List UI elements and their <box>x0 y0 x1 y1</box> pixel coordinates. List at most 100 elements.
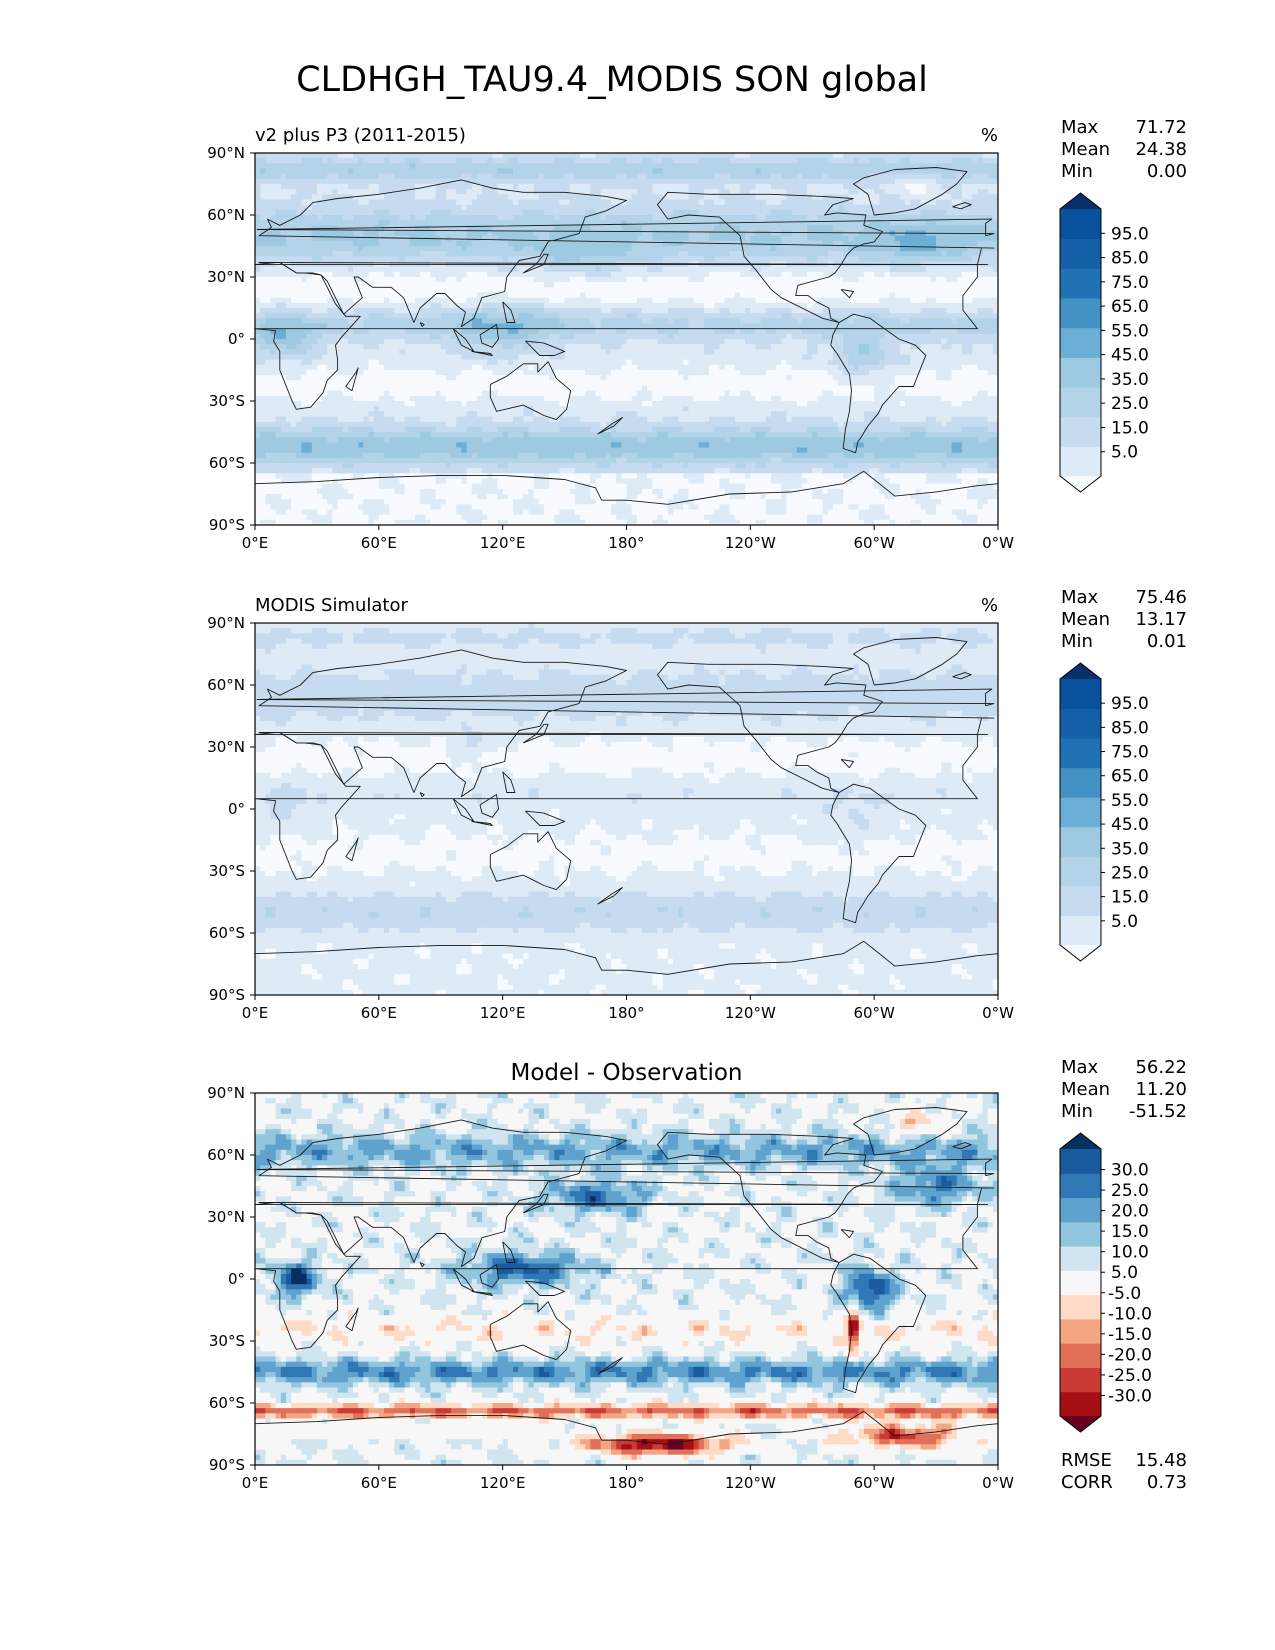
grid-cell <box>740 323 746 330</box>
grid-cell <box>580 318 586 325</box>
grid-cell <box>714 209 720 216</box>
grid-cell <box>543 173 550 180</box>
grid-cell <box>363 271 370 278</box>
grid-cell <box>951 173 958 180</box>
grid-cell <box>807 209 813 216</box>
grid-cell <box>600 308 607 314</box>
grid-cell <box>626 287 633 294</box>
grid-cell <box>734 292 741 299</box>
grid-cell <box>347 251 354 257</box>
grid-cell <box>466 194 473 201</box>
grid-cell <box>807 204 813 211</box>
grid-cell <box>466 173 473 180</box>
grid-cell <box>471 328 478 335</box>
grid-cell <box>755 271 762 278</box>
grid-cell <box>285 199 292 206</box>
grid-cell <box>796 204 803 211</box>
grid-cell <box>905 199 911 206</box>
grid-cell <box>368 189 375 195</box>
grid-cell <box>812 235 819 242</box>
grid-cell <box>683 209 690 216</box>
grid-cell <box>451 199 457 206</box>
grid-cell <box>347 173 354 180</box>
grid-cell <box>905 163 911 170</box>
grid-cell <box>662 287 669 294</box>
grid-cell <box>869 282 875 288</box>
grid-cell <box>992 308 998 314</box>
grid-cell <box>280 308 287 314</box>
grid-cell <box>523 318 530 325</box>
grid-cell <box>869 277 875 283</box>
grid-cell <box>507 251 514 257</box>
grid-cell <box>724 230 731 237</box>
grid-cell <box>853 194 860 201</box>
grid-cell <box>373 215 380 221</box>
grid-cell <box>848 308 855 314</box>
grid-cell <box>641 266 648 273</box>
grid-cell <box>698 199 705 206</box>
grid-cell <box>832 271 839 278</box>
grid-cell <box>549 308 555 314</box>
grid-cell <box>260 184 266 190</box>
grid-cell <box>394 256 401 263</box>
grid-cell <box>698 328 705 335</box>
grid-cell <box>476 302 483 309</box>
grid-cell <box>373 204 380 211</box>
grid-cell <box>812 292 819 299</box>
grid-cell <box>600 318 607 325</box>
grid-cell <box>301 225 308 232</box>
grid-cell <box>285 235 292 242</box>
grid-cell <box>316 292 323 299</box>
grid-cell <box>306 318 313 325</box>
grid-cell <box>781 168 788 175</box>
grid-cell <box>817 266 824 273</box>
grid-cell <box>807 153 813 159</box>
grid-cell <box>543 178 550 185</box>
grid-cell <box>255 168 261 175</box>
grid-cell <box>936 163 942 170</box>
grid-cell <box>910 225 917 232</box>
grid-cell <box>987 313 994 319</box>
grid-cell <box>389 246 395 252</box>
grid-cell <box>476 287 483 294</box>
grid-cell <box>492 235 499 242</box>
grid-cell <box>471 318 478 325</box>
grid-cell <box>755 158 762 164</box>
grid-cell <box>941 302 947 309</box>
grid-cell <box>724 184 731 190</box>
grid-cell <box>863 168 870 175</box>
grid-cell <box>414 189 421 195</box>
grid-cell <box>420 318 426 325</box>
grid-cell <box>982 163 989 170</box>
grid-cell <box>652 282 659 288</box>
grid-cell <box>765 302 772 309</box>
grid-cell <box>255 235 261 242</box>
grid-cell <box>967 313 973 319</box>
grid-cell <box>791 277 798 283</box>
grid-cell <box>791 235 798 242</box>
grid-cell <box>714 163 720 170</box>
grid-cell <box>760 302 767 309</box>
grid-cell <box>497 178 504 185</box>
grid-cell <box>693 256 700 263</box>
grid-cell <box>992 189 998 195</box>
grid-cell <box>647 215 653 221</box>
grid-cell <box>889 292 896 299</box>
grid-cell <box>549 302 555 309</box>
grid-cell <box>373 256 380 263</box>
grid-cell <box>347 277 354 283</box>
grid-cell <box>291 189 297 195</box>
grid-cell <box>941 266 947 273</box>
grid-cell <box>760 297 767 304</box>
grid-cell <box>698 173 705 180</box>
grid-cell <box>977 292 984 299</box>
grid-cell <box>915 168 922 175</box>
grid-cell <box>358 328 364 335</box>
grid-cell <box>848 256 855 263</box>
grid-cell <box>538 318 545 325</box>
grid-cell <box>817 277 824 283</box>
grid-cell <box>378 184 385 190</box>
grid-cell <box>688 292 695 299</box>
grid-cell <box>435 328 442 335</box>
grid-cell <box>409 328 416 335</box>
